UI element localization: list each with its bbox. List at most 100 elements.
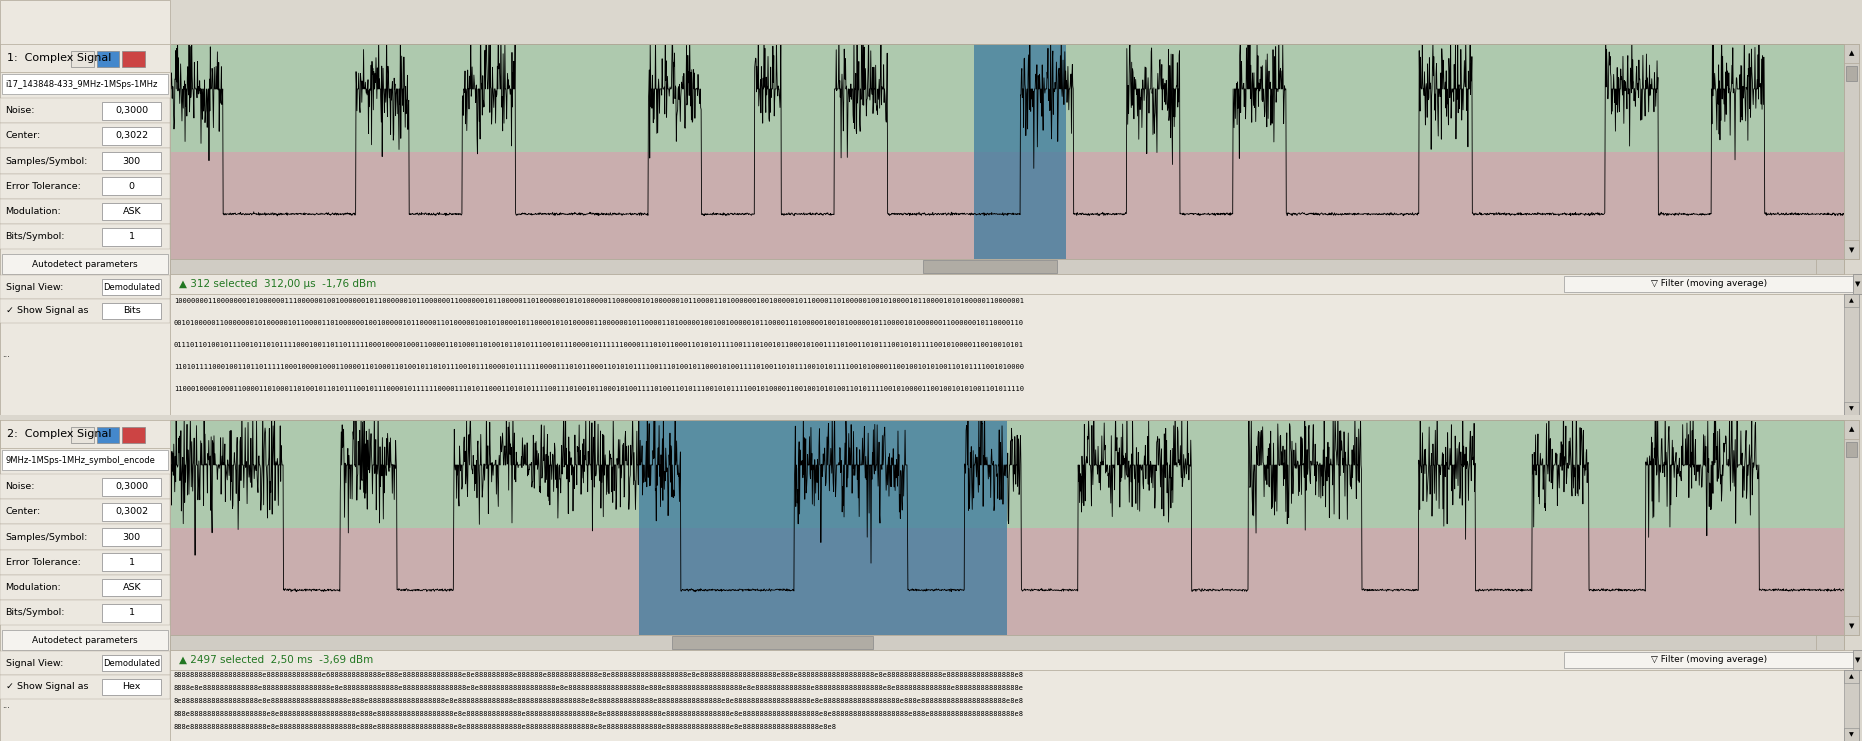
Text: ▲: ▲ [1849, 50, 1855, 56]
Bar [1843, 420, 1860, 635]
Text: ▼: ▼ [1849, 406, 1853, 411]
Bar [0, 224, 169, 249]
Bar [974, 44, 1065, 259]
Bar [1845, 66, 1858, 81]
Bar [1843, 294, 1860, 308]
Text: ...: ... [2, 350, 9, 359]
Bar [102, 554, 162, 571]
Text: Error Tolerance:: Error Tolerance: [6, 558, 80, 567]
Bar [71, 50, 93, 67]
Bar [1843, 44, 1860, 62]
Text: Hex: Hex [123, 682, 142, 691]
Text: ▲ 2497 selected  2,50 ms  -3,69 dBm: ▲ 2497 selected 2,50 ms -3,69 dBm [179, 655, 374, 665]
Bar [1843, 402, 1860, 415]
Text: ...: ... [2, 701, 9, 710]
Text: 2:  Complex Signal: 2: Complex Signal [7, 429, 112, 439]
Bar [0, 148, 169, 173]
Bar [639, 420, 1007, 635]
Bar [1843, 728, 1860, 741]
Bar [169, 650, 1862, 670]
Bar [0, 600, 169, 625]
Bar [169, 259, 1843, 274]
Text: 0: 0 [128, 182, 134, 190]
Bar [102, 177, 162, 195]
Bar [0, 275, 169, 299]
Text: Noise:: Noise: [6, 106, 35, 115]
Text: 00101000001100000001010000010110000110100000010010000010110000110100000100101000: 0010100000110000000101000001011000011010… [173, 319, 1024, 326]
Text: 0,3022: 0,3022 [115, 131, 149, 140]
Text: Center:: Center: [6, 131, 41, 140]
Bar [1843, 294, 1860, 415]
Text: Bits: Bits [123, 306, 142, 315]
Bar [169, 635, 1843, 650]
Bar [169, 420, 1843, 528]
Bar [0, 299, 169, 322]
Text: 11000100001000110000110100011010010110101110010111000010111111000011101011000110: 1100010000100011000011010001101001011010… [173, 386, 1024, 392]
Text: 1: 1 [128, 232, 134, 241]
Text: Demodulated: Demodulated [102, 282, 160, 291]
Text: Autodetect parameters: Autodetect parameters [32, 259, 138, 268]
Text: Signal View:: Signal View: [6, 282, 63, 291]
Bar [102, 227, 162, 245]
Bar [169, 670, 1853, 741]
Text: ✓ Show Signal as: ✓ Show Signal as [6, 682, 88, 691]
Bar [0, 575, 169, 600]
Text: i17_143848-433_9MHz-1MSps-1MHz: i17_143848-433_9MHz-1MSps-1MHz [6, 80, 158, 89]
Bar [0, 415, 1862, 420]
Bar [102, 679, 162, 695]
Bar [0, 199, 169, 224]
Text: Bits/Symbol:: Bits/Symbol: [6, 232, 65, 241]
Bar [0, 420, 169, 448]
Bar [2, 630, 168, 651]
Bar [1843, 420, 1860, 439]
Bar [0, 651, 169, 675]
Text: 1: 1 [128, 558, 134, 567]
Text: ▼: ▼ [1855, 657, 1860, 663]
Text: ▽ Filter (moving average): ▽ Filter (moving average) [1650, 279, 1767, 288]
Bar [1845, 442, 1858, 457]
Text: 0,3000: 0,3000 [115, 482, 149, 491]
Bar [102, 655, 162, 671]
Bar [0, 173, 169, 199]
Text: 11010111100010011011011111000100001000110000110100011010010110101110010111000010: 1101011110001001101101111100010000100011… [173, 364, 1024, 370]
Bar [102, 102, 162, 119]
Text: 1: 1 [128, 608, 134, 617]
Text: Center:: Center: [6, 508, 41, 516]
Bar [102, 279, 162, 295]
Bar [102, 604, 162, 622]
Bar [169, 294, 1853, 415]
Text: ▼: ▼ [1849, 732, 1853, 737]
Text: 300: 300 [123, 156, 142, 165]
Text: ▽ Filter (moving average): ▽ Filter (moving average) [1650, 656, 1767, 665]
Bar [924, 261, 1058, 273]
Text: 8888e8e8888888888888e8888888888888888e8e8888888888888e888888888888888e8e88888888: 8888e8e8888888888888e8888888888888888e8e… [173, 685, 1024, 691]
Text: 9MHz-1MSps-1MHz_symbol_encode: 9MHz-1MSps-1MHz_symbol_encode [6, 456, 155, 465]
Bar [102, 127, 162, 144]
Bar [1843, 670, 1860, 683]
Bar [0, 0, 169, 741]
Bar [1843, 670, 1860, 741]
Bar [0, 98, 169, 123]
Bar [2, 74, 168, 94]
Bar [102, 503, 162, 521]
Text: ASK: ASK [123, 207, 142, 216]
Text: ▲: ▲ [1849, 674, 1853, 679]
Text: 1:  Complex Signal: 1: Complex Signal [7, 53, 112, 63]
Bar [97, 50, 119, 67]
Bar [123, 50, 145, 67]
Bar [0, 44, 169, 72]
Bar [102, 152, 162, 170]
Text: ▼: ▼ [1849, 623, 1855, 629]
Bar [1843, 44, 1860, 259]
Bar [1843, 241, 1860, 259]
Bar [1853, 274, 1862, 294]
Bar [1843, 617, 1860, 635]
Text: Modulation:: Modulation: [6, 207, 61, 216]
Text: Error Tolerance:: Error Tolerance: [6, 182, 80, 190]
Text: Autodetect parameters: Autodetect parameters [32, 636, 138, 645]
Bar [169, 44, 1843, 151]
Text: Samples/Symbol:: Samples/Symbol: [6, 533, 88, 542]
Text: Samples/Symbol:: Samples/Symbol: [6, 156, 88, 165]
Bar [97, 427, 119, 443]
Bar [123, 427, 145, 443]
